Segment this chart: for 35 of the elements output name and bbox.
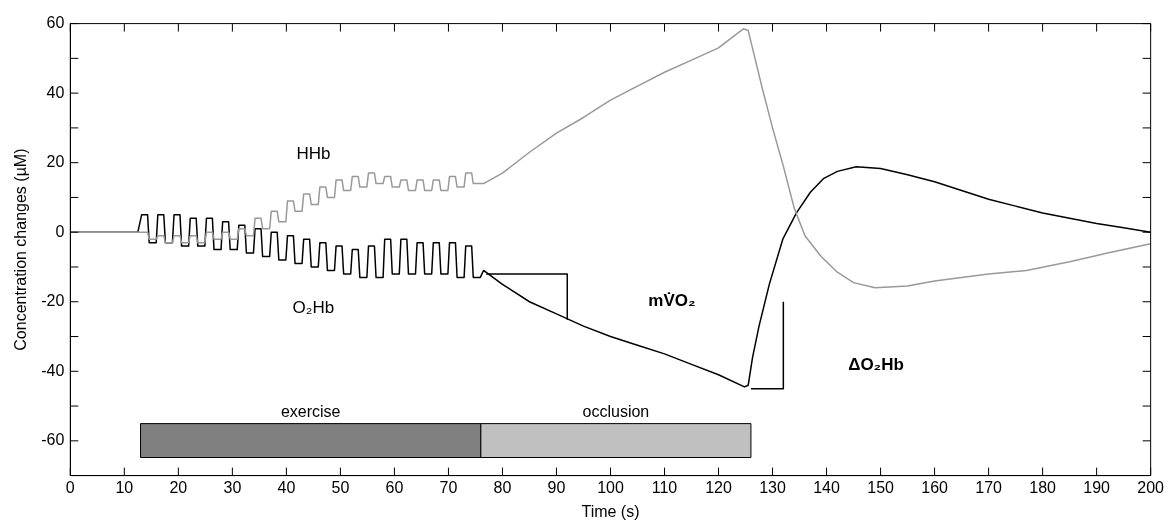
x-tick-label: 180 — [1029, 478, 1057, 496]
x-tick-label: 140 — [813, 478, 840, 496]
series-label: O₂Hb — [292, 298, 335, 318]
x-tick-label: 150 — [867, 478, 895, 496]
x-axis-title: Time (s) — [581, 502, 640, 520]
annotation: mV̇O₂ — [648, 291, 696, 311]
y-tick-label: 0 — [55, 222, 65, 240]
x-tick-label: 170 — [975, 478, 1003, 496]
x-tick-label: 160 — [921, 478, 949, 496]
x-tick-label: 50 — [331, 478, 350, 496]
x-tick-label: 80 — [493, 478, 512, 496]
x-tick-label: 20 — [169, 478, 188, 496]
x-tick-label: 70 — [439, 478, 458, 496]
y-tick-label: 20 — [46, 153, 65, 171]
y-tick-label: -40 — [41, 361, 65, 379]
series-label: HHb — [296, 144, 331, 164]
x-tick-label: 100 — [597, 478, 624, 496]
x-tick-label: 40 — [277, 478, 296, 496]
band-label: exercise — [280, 403, 341, 421]
y-tick-label: -20 — [41, 292, 65, 310]
x-tick-label: 30 — [223, 478, 242, 496]
x-tick-label: 60 — [385, 478, 404, 496]
x-tick-label: 190 — [1083, 478, 1111, 496]
y-tick-label: 60 — [46, 14, 65, 32]
x-tick-label: 200 — [1137, 478, 1165, 496]
y-tick-label: -60 — [41, 431, 65, 449]
x-tick-label: 130 — [759, 478, 786, 496]
x-tick-label: 10 — [115, 478, 134, 496]
y-axis-title: Concentration changes (µM) — [12, 148, 30, 351]
annotation: ΔO₂Hb — [848, 354, 904, 374]
y-tick-label: 40 — [46, 83, 65, 101]
x-tick-label: 120 — [705, 478, 732, 496]
band-label: occlusion — [582, 403, 650, 421]
x-tick-label: 110 — [651, 478, 678, 496]
x-tick-label: 90 — [547, 478, 566, 496]
